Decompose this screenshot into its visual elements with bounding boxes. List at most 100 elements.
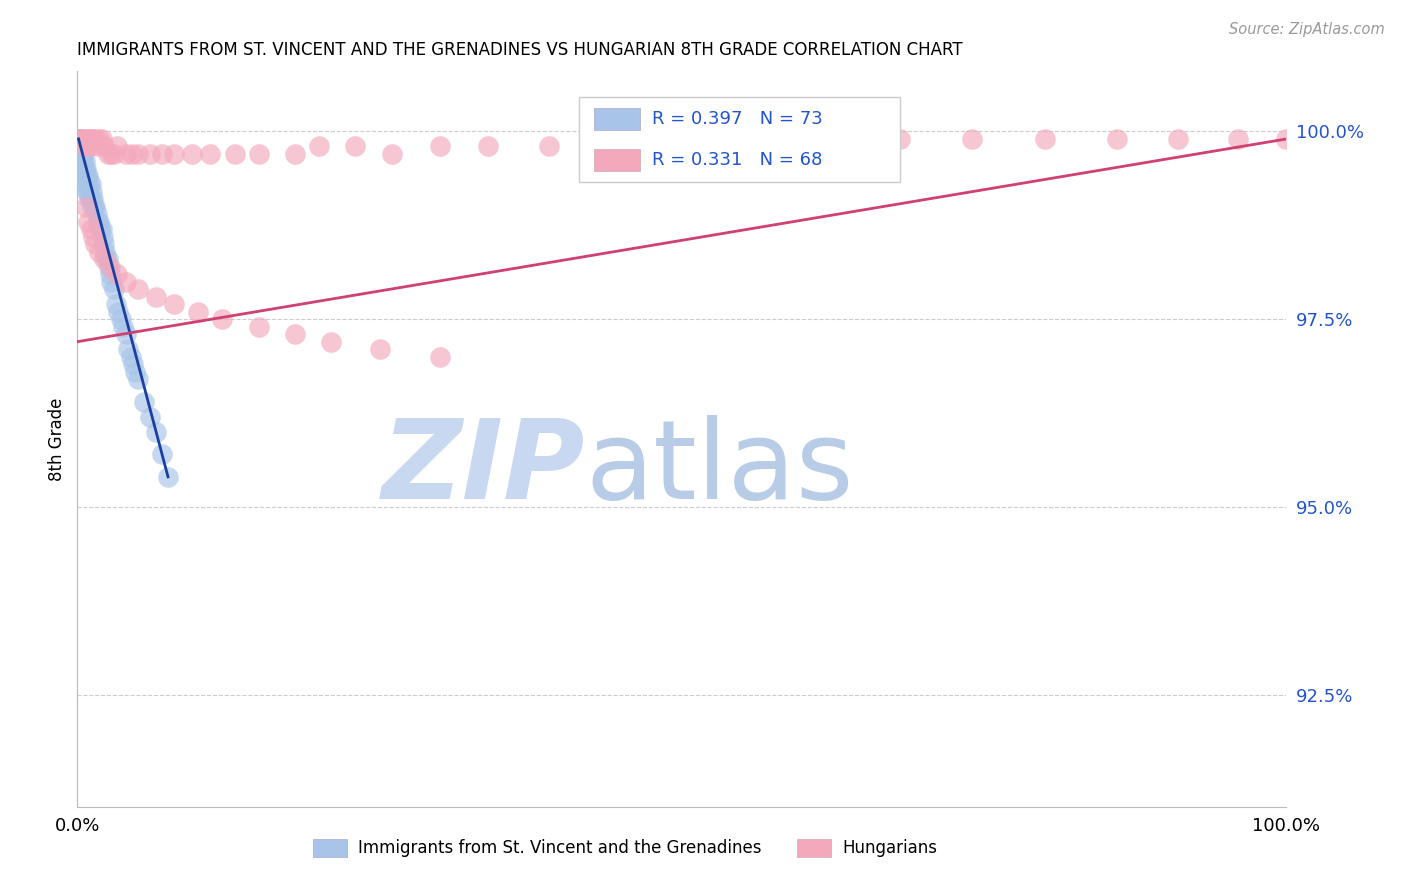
Point — [72, 161, 94, 176]
Point — [127, 147, 149, 161]
Point — [96, 252, 118, 266]
Text: atlas: atlas — [585, 416, 853, 522]
Point — [69, 132, 91, 146]
Point — [70, 154, 93, 169]
Text: ZIP: ZIP — [381, 416, 585, 522]
Point — [150, 147, 173, 161]
Point — [107, 304, 129, 318]
Point — [67, 132, 90, 146]
Point — [105, 297, 128, 311]
Point — [70, 139, 93, 153]
Point — [84, 237, 107, 252]
Point — [70, 154, 93, 169]
Point — [114, 275, 136, 289]
Point — [100, 275, 122, 289]
Point — [103, 147, 125, 161]
Point — [100, 147, 122, 161]
Point — [368, 342, 391, 356]
Point — [87, 139, 110, 153]
Point — [69, 132, 91, 146]
Point — [308, 139, 330, 153]
Point — [83, 200, 105, 214]
Point — [67, 147, 90, 161]
Point — [79, 177, 101, 191]
FancyBboxPatch shape — [593, 149, 640, 170]
Point — [157, 470, 180, 484]
Point — [1107, 132, 1129, 146]
Point — [120, 350, 142, 364]
Point — [1275, 132, 1298, 146]
Point — [79, 192, 101, 206]
Point — [187, 304, 209, 318]
Point — [139, 409, 162, 424]
Point — [960, 132, 983, 146]
Point — [586, 132, 609, 146]
Point — [70, 147, 93, 161]
Point — [98, 260, 121, 274]
Point — [70, 132, 93, 146]
Point — [94, 244, 117, 259]
Point — [103, 282, 125, 296]
Y-axis label: 8th Grade: 8th Grade — [48, 398, 66, 481]
Point — [72, 154, 94, 169]
Point — [284, 327, 307, 342]
Point — [87, 214, 110, 228]
Point — [105, 139, 128, 153]
Point — [537, 139, 560, 153]
Point — [321, 334, 343, 349]
Point — [72, 169, 94, 184]
Point — [75, 177, 97, 191]
Point — [755, 132, 778, 146]
Point — [110, 312, 132, 326]
Point — [90, 222, 112, 236]
Point — [75, 200, 97, 214]
Point — [247, 147, 270, 161]
Point — [70, 161, 93, 176]
Point — [75, 169, 97, 184]
Point — [121, 147, 143, 161]
Point — [75, 139, 97, 153]
Point — [73, 169, 96, 184]
Point — [93, 237, 115, 252]
Point — [76, 139, 98, 153]
Point — [82, 229, 104, 244]
Point — [76, 177, 98, 191]
Point — [114, 327, 136, 342]
Point — [889, 132, 911, 146]
Point — [87, 244, 110, 259]
Point — [112, 319, 135, 334]
Text: Source: ZipAtlas.com: Source: ZipAtlas.com — [1229, 22, 1385, 37]
Point — [70, 132, 93, 146]
Point — [815, 132, 838, 146]
Point — [87, 214, 110, 228]
Point — [90, 132, 112, 146]
Point — [73, 161, 96, 176]
Point — [381, 147, 404, 161]
Point — [77, 169, 100, 184]
Point — [70, 161, 93, 176]
Point — [67, 132, 90, 146]
Text: IMMIGRANTS FROM ST. VINCENT AND THE GRENADINES VS HUNGARIAN 8TH GRADE CORRELATIO: IMMIGRANTS FROM ST. VINCENT AND THE GREN… — [77, 41, 963, 59]
Point — [79, 139, 101, 153]
Point — [80, 132, 103, 146]
Point — [105, 267, 128, 281]
Point — [77, 185, 100, 199]
Point — [695, 132, 717, 146]
Point — [139, 147, 162, 161]
Point — [163, 297, 186, 311]
Point — [97, 260, 120, 274]
Text: R = 0.331   N = 68: R = 0.331 N = 68 — [652, 151, 823, 169]
Point — [224, 147, 246, 161]
Point — [200, 147, 222, 161]
Point — [79, 192, 101, 206]
Point — [132, 394, 155, 409]
Point — [181, 147, 204, 161]
FancyBboxPatch shape — [593, 108, 640, 130]
Point — [69, 147, 91, 161]
Point — [127, 372, 149, 386]
Point — [79, 177, 101, 191]
FancyBboxPatch shape — [314, 838, 347, 857]
Point — [80, 200, 103, 214]
Point — [150, 447, 173, 461]
Point — [73, 154, 96, 169]
